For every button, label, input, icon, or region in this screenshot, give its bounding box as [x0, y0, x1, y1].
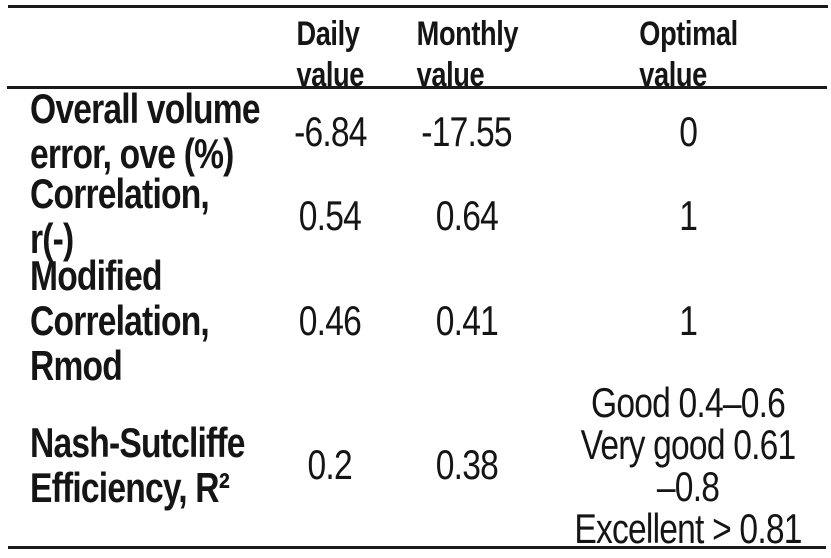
column-header-daily-value-label: Daily value: [296, 15, 364, 94]
daily-value-cell: -6.84: [280, 89, 380, 175]
optimal-value-cell: 1: [554, 258, 823, 385]
table-row-metric-correlation: Correlation, r(-): [8, 171, 280, 261]
table-row-metric-overall-volume-error: Overall volume error, ove (%): [8, 85, 280, 177]
optimal-value: 1: [679, 192, 699, 240]
daily-value: 0.54: [298, 192, 362, 240]
monthly-value: 0.38: [435, 441, 499, 489]
monthly-value-cell: 0.64: [380, 175, 554, 258]
daily-value-cell: 0.2: [280, 385, 380, 546]
metric-label: Nash-Sutcliffe Efficiency, R²: [30, 418, 246, 511]
monthly-value: 0.41: [435, 297, 499, 345]
daily-value-cell: 0.46: [280, 258, 380, 385]
table-row-metric-modified-correlation: Modified Correlation, Rmod: [8, 253, 280, 388]
optimal-value-cell: Good 0.4–0.6 Very good 0.61 –0.8 Excelle…: [554, 381, 823, 549]
optimal-value: 0: [679, 107, 699, 155]
monthly-value: 0.64: [435, 192, 499, 240]
daily-value-cell: 0.54: [280, 175, 380, 258]
column-header-monthly-value-label: Monthly value: [416, 15, 518, 94]
optimal-value-cell: 1: [554, 175, 823, 258]
optimal-value-cell: 0: [554, 89, 823, 175]
monthly-value: -17.55: [421, 107, 513, 155]
column-header-metric-empty: [8, 8, 280, 89]
table-grid: Daily value Monthly value Optimal value …: [8, 8, 823, 549]
optimal-value: 1: [679, 297, 699, 345]
metric-label: Correlation, r(-): [30, 169, 210, 262]
daily-value: -6.84: [293, 107, 367, 155]
table-row-metric-nash-sutcliffe-efficiency: Nash-Sutcliffe Efficiency, R²: [8, 385, 280, 546]
column-header-monthly-value: Monthly value: [380, 8, 554, 94]
daily-value: 0.2: [307, 441, 353, 489]
metric-label: Modified Correlation, Rmod: [30, 252, 210, 389]
table-header-rule: [7, 86, 827, 89]
table-bottom-rule: [8, 546, 826, 549]
column-header-daily-value: Daily value: [280, 8, 380, 94]
monthly-value-cell: 0.41: [380, 258, 554, 385]
column-header-optimal-value: Optimal value: [554, 8, 823, 94]
optimal-value-ranges: Good 0.4–0.6 Very good 0.61 –0.8 Excelle…: [574, 378, 803, 552]
monthly-value-cell: 0.38: [380, 385, 554, 546]
metric-label: Overall volume error, ove (%): [30, 85, 261, 177]
column-header-optimal-value-label: Optimal value: [639, 15, 738, 94]
table-top-rule: [8, 5, 828, 8]
daily-value: 0.46: [298, 297, 362, 345]
monthly-value-cell: -17.55: [380, 89, 554, 175]
